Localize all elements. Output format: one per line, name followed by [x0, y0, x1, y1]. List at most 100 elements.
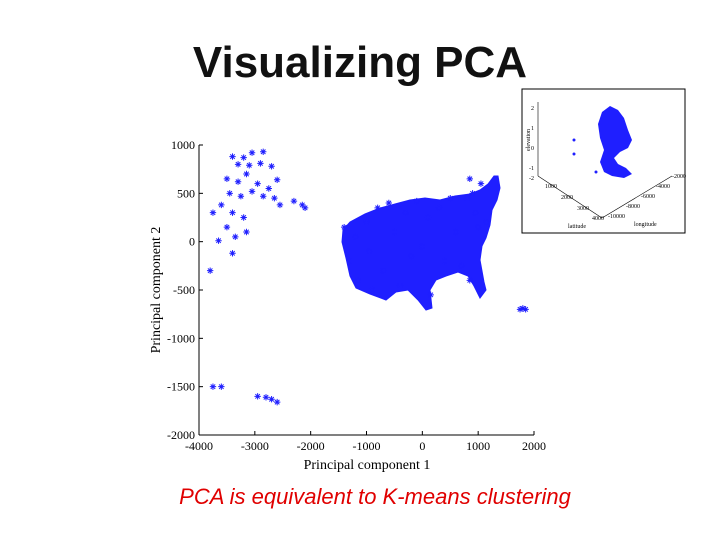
- scatter-point: [290, 197, 298, 205]
- scatter-point: [240, 154, 247, 161]
- x-tick-label: 1000: [466, 439, 490, 453]
- scatter-point: [301, 204, 309, 212]
- scatter-point: [424, 214, 432, 221]
- scatter-point: [229, 153, 236, 160]
- scatter-point: [427, 291, 434, 299]
- scatter-point: [522, 306, 529, 313]
- scatter-point: [463, 194, 471, 202]
- inset-zlabel: longitude: [634, 222, 657, 228]
- scatter-point: [483, 219, 490, 226]
- main-plot: -4000 -3000 -2000 -1000 0 1000 2000 1000 500 0 -50…: [149, 138, 546, 473]
- scatter-point: [380, 267, 387, 274]
- inset-ztick-8000: -8000: [626, 204, 640, 210]
- scatter-point: [271, 194, 278, 202]
- main-scatter-points: [206, 148, 529, 406]
- scatter-point: [466, 175, 473, 183]
- inset-outlier-point: [594, 170, 598, 174]
- main-ticks: -4000 -3000 -2000 -1000 0 1000 2000 1000 500 0 -50…: [167, 138, 546, 453]
- scatter-point: [276, 201, 284, 209]
- scatter-point: [229, 209, 236, 216]
- y-axis-title: Principal component 2: [149, 227, 164, 354]
- inset-3d-plot: 2 1 0 -1 -2 elevation 1000 2000 3000 400…: [521, 88, 686, 234]
- scatter-point: [413, 197, 420, 205]
- x-axis-title: Principal component 1: [304, 458, 431, 473]
- scatter-point: [363, 219, 370, 226]
- scatter-point: [246, 162, 253, 169]
- scatter-point: [352, 233, 359, 241]
- x-tick-label: -1000: [353, 439, 381, 453]
- inset-ztick-2000: -2000: [672, 174, 686, 180]
- scatter-point: [218, 383, 225, 390]
- scatter-point: [243, 228, 250, 236]
- inset-depth-axis: [537, 175, 603, 219]
- x-tick-label: -3000: [241, 439, 269, 453]
- slide-caption: PCA is equivalent to K-means clustering: [179, 484, 571, 509]
- scatter-point: [385, 199, 393, 207]
- scatter-point: [346, 257, 353, 265]
- inset-width-axis: [601, 175, 673, 219]
- scatter-point: [452, 228, 460, 236]
- scatter-point: [402, 209, 409, 216]
- y-tick-label: -1500: [167, 380, 195, 394]
- slide-title: Visualizing PCA: [192, 38, 528, 87]
- y-tick-label: -500: [173, 283, 195, 297]
- inset-ytick-0: 0: [531, 146, 534, 152]
- inset-ytick-m1: -1: [529, 166, 534, 172]
- x-tick-label: -2000: [297, 439, 325, 453]
- scatter-point: [519, 305, 527, 312]
- scatter-point: [354, 277, 362, 284]
- scatter-point: [469, 190, 476, 197]
- inset-xtick-4000: 4000: [592, 216, 604, 222]
- inset-xlabel: latitude: [568, 224, 586, 230]
- scatter-point: [268, 396, 275, 403]
- scatter-point: [257, 160, 264, 167]
- inset-point-cloud: [598, 106, 632, 178]
- scatter-point: [391, 228, 398, 236]
- us-cluster-shape: [341, 175, 501, 311]
- scatter-point: [234, 178, 242, 185]
- scatter-point: [407, 252, 415, 260]
- scatter-point: [209, 209, 217, 216]
- y-tick-label: 1000: [171, 138, 195, 152]
- inset-ytick-1: 1: [531, 126, 534, 132]
- scatter-point: [419, 243, 426, 250]
- scatter-point: [229, 250, 236, 257]
- inset-ytick-2: 2: [531, 106, 534, 112]
- scatter-point: [237, 193, 245, 200]
- scatter-point: [516, 306, 524, 313]
- x-tick-label: 0: [419, 439, 425, 453]
- scatter-point: [209, 383, 217, 390]
- inset-ztick-4000: -4000: [656, 184, 670, 190]
- scatter-point: [340, 223, 348, 231]
- scatter-point: [248, 149, 256, 156]
- scatter-point: [262, 394, 270, 401]
- scatter-point: [215, 237, 222, 244]
- scatter-point: [234, 161, 242, 168]
- scatter-point: [206, 267, 214, 274]
- inset-ytick-m2: -2: [529, 176, 534, 182]
- scatter-point: [254, 393, 261, 400]
- scatter-point: [474, 223, 482, 231]
- scatter-point: [232, 233, 239, 241]
- scatter-point: [441, 257, 448, 265]
- scatter-point: [240, 214, 247, 221]
- scatter-point: [260, 148, 267, 155]
- scatter-point: [435, 204, 443, 212]
- scatter-point: [447, 194, 454, 202]
- scatter-point: [265, 185, 272, 192]
- y-tick-label: -2000: [167, 428, 195, 442]
- scatter-point: [466, 277, 473, 284]
- inset-outlier-point: [572, 152, 576, 156]
- scatter-point: [218, 201, 225, 209]
- scatter-point: [260, 193, 267, 200]
- scatter-point: [243, 170, 250, 178]
- scatter-point: [472, 209, 479, 216]
- y-tick-label: 500: [177, 186, 195, 200]
- scatter-point: [299, 201, 306, 209]
- scatter-point: [248, 188, 256, 195]
- y-tick-label: 0: [189, 235, 195, 249]
- y-tick-label: -1000: [167, 331, 195, 345]
- inset-xtick-2000: 2000: [561, 195, 573, 201]
- inset-xtick-1000: 1000: [545, 184, 557, 190]
